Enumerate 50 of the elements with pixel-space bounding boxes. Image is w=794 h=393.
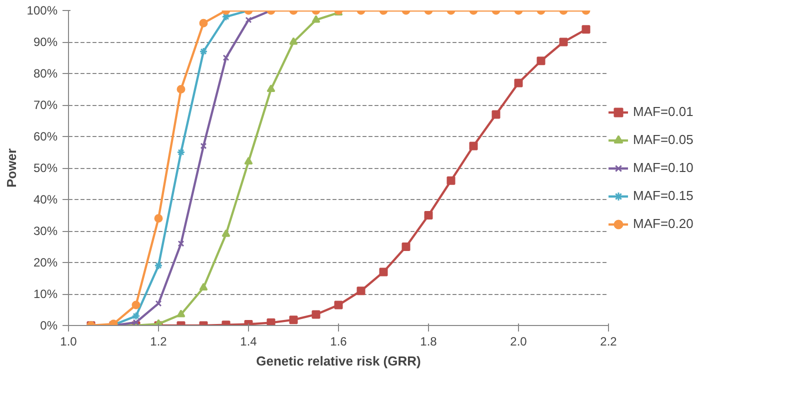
point [356,286,366,296]
x-axis-title: Genetic relative risk (GRR) [256,354,421,368]
point [379,268,388,276]
y-tick-label: 100% [26,4,58,18]
point [514,78,523,88]
legend-label: MAF=0.20 [633,216,694,231]
point [424,211,433,220]
y-axis-title: Power [4,148,19,188]
point [469,142,478,150]
point [154,214,163,223]
y-tick-label: 10% [33,287,58,301]
point [176,85,186,94]
point [178,240,184,247]
y-tick-label: 20% [33,256,58,270]
x-tick-label: 2.2 [600,334,618,348]
y-tick-label: 50% [33,161,58,175]
point [132,312,140,320]
y-tick-label: 90% [33,35,58,49]
point [200,142,207,150]
point [492,110,500,119]
point [402,242,410,251]
point [155,300,162,307]
x-tick-label: 1.8 [420,334,438,348]
y-tick-label: 40% [33,192,58,206]
point [312,310,320,319]
point [289,316,298,324]
x-tick-label: 1.6 [330,334,348,348]
legend-label: MAF=0.05 [633,132,694,147]
legend-label: MAF=0.01 [633,104,694,119]
x-tick-label: 2.0 [510,334,528,348]
point [446,176,456,185]
point [154,261,163,270]
point [334,300,343,310]
point [266,318,276,326]
x-tick-label: 1.0 [60,334,78,348]
point [176,148,186,156]
point [536,56,546,66]
legend-label: MAF=0.15 [633,188,694,203]
point [132,300,140,310]
x-tick-label: 1.2 [150,334,168,348]
y-tick-label: 0% [40,318,58,332]
legend-label: MAF=0.10 [633,160,694,175]
y-tick-label: 80% [33,66,58,80]
y-tick-label: 30% [33,224,58,238]
point [222,229,230,237]
point [176,310,186,318]
y-tick-label: 70% [33,98,58,112]
point [199,282,208,290]
y-tick-label: 60% [33,130,58,144]
x-tick-label: 1.4 [240,334,258,348]
